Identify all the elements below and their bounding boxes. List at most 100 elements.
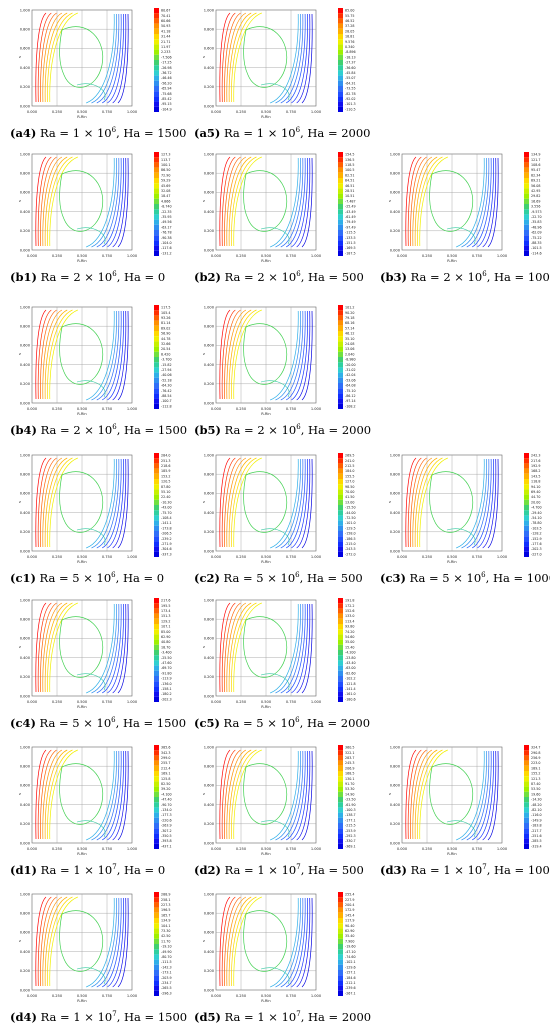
hot-contour-line bbox=[47, 457, 73, 548]
colorbar-swatch bbox=[154, 383, 159, 389]
rayleigh-text: Ra = 5 × 10 bbox=[219, 716, 296, 730]
colorbar-swatch bbox=[338, 949, 343, 955]
colorbar-label: -63.00 bbox=[345, 666, 356, 670]
colorbar-swatch bbox=[524, 797, 529, 803]
cold-contour-line bbox=[101, 310, 122, 401]
y-tick-label: 0.600 bbox=[20, 492, 31, 496]
cold-contour-line bbox=[301, 897, 313, 988]
colorbar-swatch bbox=[338, 959, 343, 965]
colorbar-label: -78.80 bbox=[531, 521, 542, 525]
colorbar-swatch bbox=[338, 765, 343, 771]
colorbar-label: -56.20 bbox=[161, 81, 172, 85]
colorbar-label: -53.06 bbox=[345, 378, 356, 382]
rayleigh-text: Ra = 2 × 10 bbox=[220, 270, 297, 284]
hot-contour-line bbox=[410, 749, 427, 840]
colorbar-swatch bbox=[154, 49, 159, 55]
colorbar-label: 258.1 bbox=[161, 898, 170, 902]
colorbar-swatch bbox=[338, 755, 343, 761]
colorbar-label: -43.49 bbox=[345, 210, 356, 214]
colorbar-swatch bbox=[338, 928, 343, 934]
colorbar-swatch bbox=[154, 771, 159, 777]
colorbar-label: 107.1 bbox=[161, 625, 170, 629]
hartmann-text: , Ha = 2000 bbox=[300, 423, 372, 437]
y-tick-label: 0.400 bbox=[204, 66, 215, 70]
colorbar-label: 87.80 bbox=[161, 485, 170, 489]
y-tick-label: 0.200 bbox=[20, 675, 31, 679]
panel-label: (c1) bbox=[10, 571, 36, 585]
colorbar-label: 80.67 bbox=[161, 9, 170, 13]
cold-contour-line bbox=[117, 310, 129, 401]
colorbar-swatch bbox=[154, 650, 159, 656]
colorbar-label: -104.9 bbox=[161, 107, 172, 111]
colorbar-swatch bbox=[338, 750, 343, 756]
x-tick-label: 0.500 bbox=[447, 555, 458, 559]
hot-contour-line bbox=[49, 457, 78, 548]
x-tick-label: 0.750 bbox=[286, 254, 297, 258]
x-axis-label: R-Rin bbox=[77, 999, 86, 1003]
colorbar-swatch bbox=[524, 536, 529, 542]
colorbar-swatch bbox=[338, 28, 343, 34]
hot-contour-line bbox=[228, 12, 252, 103]
hot-contour-line bbox=[49, 896, 78, 987]
rayleigh-exponent: 6 bbox=[112, 423, 117, 432]
y-tick-label: 0.000 bbox=[204, 549, 215, 553]
rayleigh-exponent: 7 bbox=[482, 863, 487, 872]
colorbar-swatch bbox=[338, 362, 343, 368]
colorbar-label: -251.6 bbox=[531, 834, 542, 838]
x-tick-label: 0.000 bbox=[27, 994, 38, 998]
cold-contour-line bbox=[107, 13, 124, 104]
central-contour-line bbox=[260, 820, 290, 838]
panel-caption: (c5) Ra = 5 × 106, Ha = 2000 bbox=[194, 716, 370, 730]
hot-contour-line bbox=[405, 156, 417, 247]
hot-contour-line bbox=[419, 156, 448, 247]
colorbar-label: -48.20 bbox=[531, 803, 542, 807]
colorbar-label: -173.8 bbox=[161, 526, 172, 530]
cold-contour-line bbox=[101, 603, 122, 694]
colorbar-swatch bbox=[154, 193, 159, 199]
contour-plot-d3: 0.000 0.250 0.500 0.750 1.000 1.000 0.800 0.600… bbox=[389, 745, 542, 856]
colorbar-label: -64.31 bbox=[345, 81, 356, 85]
colorbar-label: -271.9 bbox=[161, 542, 172, 546]
panel-caption: (c3) Ra = 5 × 106, Ha = 1000 bbox=[380, 571, 550, 585]
colorbar-label: 98.50 bbox=[345, 485, 354, 489]
x-tick-label: 0.500 bbox=[261, 407, 272, 411]
panel-label: (b1) bbox=[10, 270, 37, 284]
colorbar-label: -111.5 bbox=[161, 960, 172, 964]
colorbar-label: -27.94 bbox=[161, 368, 172, 372]
rayleigh-text: Ra = 1 × 10 bbox=[36, 1010, 113, 1024]
y-tick-label: 0.600 bbox=[20, 637, 31, 641]
colorbar-label: 192.9 bbox=[531, 464, 540, 468]
colorbar-label: -15.50 bbox=[345, 506, 356, 510]
colorbar-swatch bbox=[338, 484, 343, 490]
colorbar-label: 40.80 bbox=[161, 640, 170, 644]
central-contour-line bbox=[260, 528, 290, 546]
y-tick-label: 0.800 bbox=[390, 765, 401, 769]
colorbar-label: -102.1 bbox=[345, 960, 356, 964]
panel-c4: 0.000 0.250 0.500 0.750 1.000 1.000 0.800 0.600… bbox=[10, 596, 186, 736]
cold-contour-line bbox=[291, 603, 308, 694]
colorbar-label: 46.52 bbox=[345, 19, 354, 23]
hot-contour-line bbox=[40, 12, 57, 103]
y-tick-label: 0.400 bbox=[390, 803, 401, 807]
colorbar-label: 68.16 bbox=[345, 321, 354, 325]
colorbar-label: 90.20 bbox=[345, 311, 354, 315]
colorbar-swatch bbox=[154, 765, 159, 771]
hot-contour-line bbox=[407, 156, 422, 247]
contour-plot-d1: 0.000 0.250 0.500 0.750 1.000 1.000 0.800 0.600… bbox=[19, 745, 172, 856]
cold-contour-line bbox=[101, 897, 122, 988]
colorbar-label: -75.70 bbox=[161, 511, 172, 515]
colorbar-swatch bbox=[154, 320, 159, 326]
x-axis-label: R-Rin bbox=[77, 560, 86, 564]
rayleigh-exponent: 6 bbox=[295, 571, 300, 580]
hot-contour-line bbox=[42, 309, 63, 400]
colorbar-label: -69.70 bbox=[161, 666, 172, 670]
colorbar-swatch bbox=[338, 377, 343, 383]
colorbar-label: 94.10 bbox=[531, 485, 540, 489]
colorbar-swatch bbox=[154, 598, 159, 604]
colorbar-swatch bbox=[524, 178, 529, 184]
colorbar-label: -104.0 bbox=[161, 241, 172, 245]
colorbar-label: -100.3 bbox=[345, 808, 356, 812]
colorbar-swatch bbox=[154, 629, 159, 635]
colorbar-swatch bbox=[154, 791, 159, 797]
colorbar-label: -101.0 bbox=[345, 521, 356, 525]
